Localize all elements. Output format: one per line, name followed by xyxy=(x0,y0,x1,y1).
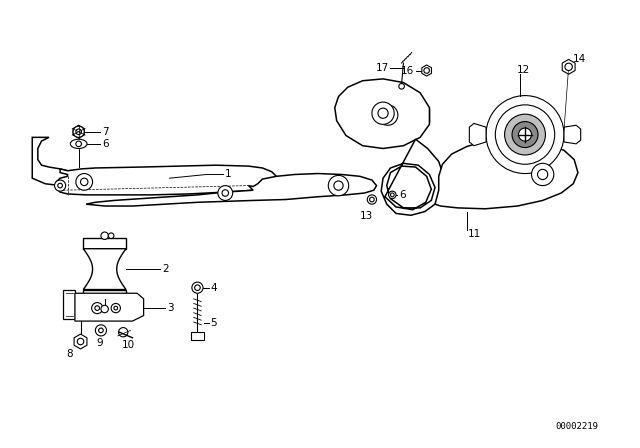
Circle shape xyxy=(192,282,203,293)
Circle shape xyxy=(114,306,118,310)
Polygon shape xyxy=(63,289,75,319)
Polygon shape xyxy=(73,125,84,138)
Polygon shape xyxy=(335,79,429,148)
Text: 12: 12 xyxy=(516,65,530,75)
Circle shape xyxy=(399,83,404,89)
Circle shape xyxy=(378,108,388,118)
Circle shape xyxy=(424,68,429,73)
Circle shape xyxy=(334,181,343,190)
Bar xyxy=(83,289,126,299)
Polygon shape xyxy=(75,293,143,321)
Text: 11: 11 xyxy=(467,229,481,239)
Circle shape xyxy=(76,141,81,146)
Polygon shape xyxy=(562,60,575,74)
Text: 16: 16 xyxy=(401,65,413,76)
Circle shape xyxy=(383,111,392,120)
Circle shape xyxy=(101,306,108,313)
Polygon shape xyxy=(86,173,376,206)
Circle shape xyxy=(372,102,394,125)
Circle shape xyxy=(108,233,114,238)
Bar xyxy=(191,332,204,340)
Circle shape xyxy=(92,302,103,314)
Circle shape xyxy=(76,173,93,190)
Polygon shape xyxy=(32,138,67,185)
Polygon shape xyxy=(381,139,444,215)
Polygon shape xyxy=(341,86,429,145)
Circle shape xyxy=(218,185,233,200)
Circle shape xyxy=(532,164,554,185)
Circle shape xyxy=(58,183,63,188)
Polygon shape xyxy=(564,125,580,144)
Circle shape xyxy=(195,285,200,290)
Text: 6: 6 xyxy=(399,190,406,200)
Text: 00002219: 00002219 xyxy=(556,422,598,431)
Text: 13: 13 xyxy=(360,211,373,221)
Circle shape xyxy=(518,128,531,141)
Circle shape xyxy=(378,105,398,125)
Circle shape xyxy=(369,197,374,202)
Polygon shape xyxy=(435,139,578,209)
Circle shape xyxy=(95,325,106,336)
Polygon shape xyxy=(83,249,126,289)
Text: 2: 2 xyxy=(162,264,169,274)
Text: 10: 10 xyxy=(122,340,135,350)
Circle shape xyxy=(512,121,538,147)
Circle shape xyxy=(328,176,349,196)
Circle shape xyxy=(504,114,545,155)
Circle shape xyxy=(77,338,84,345)
Text: 9: 9 xyxy=(97,338,103,349)
Polygon shape xyxy=(469,123,486,146)
Circle shape xyxy=(81,178,88,185)
Circle shape xyxy=(367,195,376,204)
Circle shape xyxy=(486,95,564,173)
Circle shape xyxy=(390,193,394,197)
Circle shape xyxy=(565,63,572,70)
Circle shape xyxy=(95,306,100,310)
Text: 17: 17 xyxy=(375,63,388,73)
Circle shape xyxy=(73,126,84,138)
Polygon shape xyxy=(74,334,87,349)
Circle shape xyxy=(222,190,228,196)
Text: 3: 3 xyxy=(167,303,173,313)
Bar xyxy=(83,237,126,249)
Circle shape xyxy=(388,191,396,198)
Circle shape xyxy=(99,328,103,333)
Text: 6: 6 xyxy=(102,139,109,149)
Text: 1: 1 xyxy=(225,169,232,180)
Text: 14: 14 xyxy=(572,54,586,65)
Circle shape xyxy=(101,232,108,239)
Polygon shape xyxy=(56,165,276,195)
Text: 7: 7 xyxy=(102,127,109,137)
Text: 5: 5 xyxy=(211,318,217,328)
Ellipse shape xyxy=(70,139,87,148)
Text: 4: 4 xyxy=(211,283,217,293)
Circle shape xyxy=(538,169,548,180)
Circle shape xyxy=(118,327,128,337)
Circle shape xyxy=(76,129,81,134)
Polygon shape xyxy=(422,65,431,76)
Circle shape xyxy=(111,303,120,313)
Circle shape xyxy=(54,180,66,191)
Text: 8: 8 xyxy=(66,349,73,359)
